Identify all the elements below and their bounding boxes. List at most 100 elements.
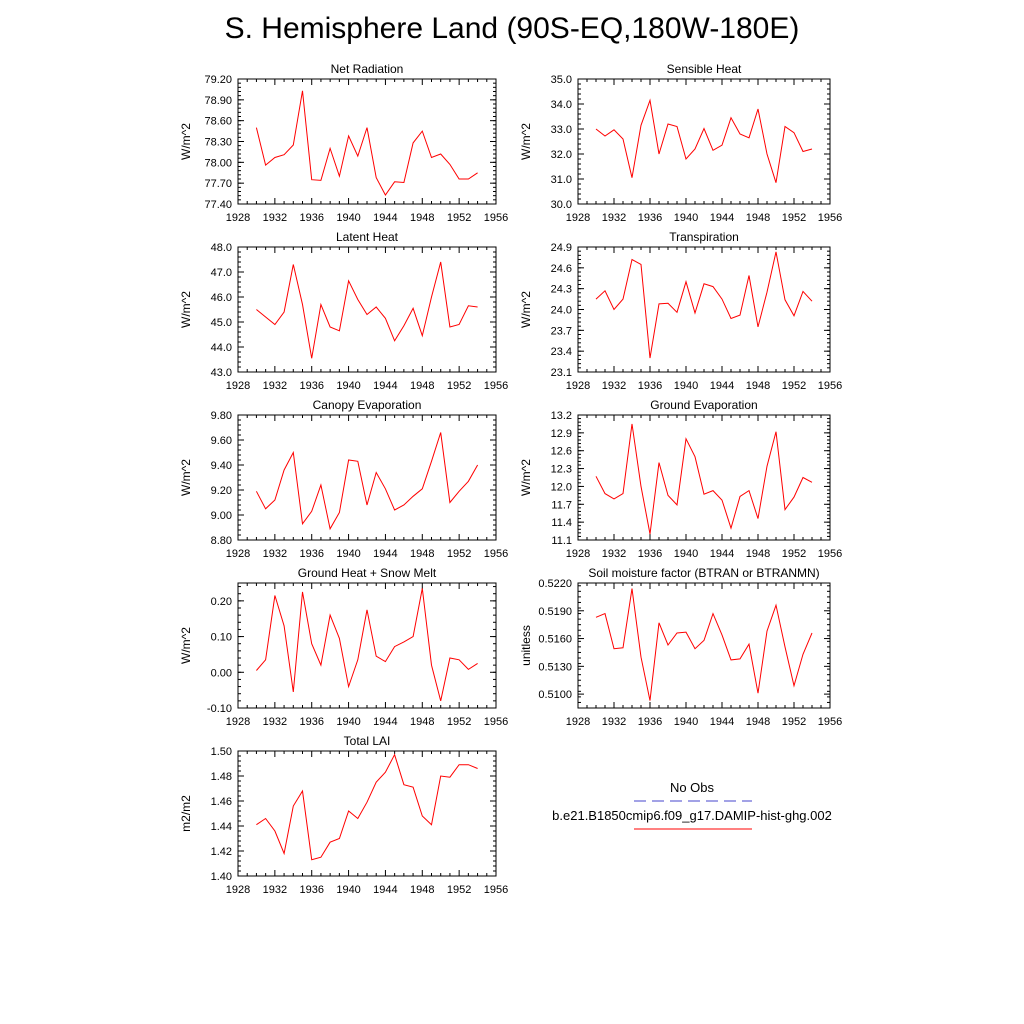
x-tick-label: 1944: [710, 212, 734, 224]
x-tick-label: 1952: [447, 548, 471, 560]
legend-model-label: b.e21.B1850cmip6.f09_g17.DAMIP-hist-ghg.…: [552, 808, 832, 823]
y-tick-label: 9.40: [211, 460, 232, 472]
x-tick-label: 1932: [602, 212, 626, 224]
x-tick-label: 1944: [373, 548, 397, 560]
y-tick-label: 0.00: [211, 667, 232, 679]
x-tick-label: 1936: [299, 884, 323, 896]
series-line-1: [595, 251, 813, 359]
x-tick-label: 1940: [336, 548, 360, 560]
series-line-1: [256, 588, 478, 702]
y-tick-label: 9.00: [211, 510, 232, 522]
y-tick-label: 23.4: [551, 346, 572, 358]
plot-frame: [237, 750, 497, 877]
plot-frame: [237, 246, 497, 373]
y-tick-label: 12.9: [551, 428, 572, 440]
y-tick-label: 33.0: [551, 124, 572, 136]
x-tick-label: 1952: [782, 716, 806, 728]
y-tick-label: 24.6: [551, 263, 572, 275]
y-tick-label: 8.80: [211, 535, 232, 547]
x-tick-label: 1952: [782, 380, 806, 392]
chart-panel-3: Latent Heat W/m^2 1928 1932 1936 1940 1944 1948…: [179, 230, 508, 392]
y-tick-label: 1.40: [211, 871, 232, 883]
y-tick-label: 0.20: [211, 596, 232, 608]
y-tick-label: 12.6: [551, 446, 572, 458]
plot-frame: [577, 246, 831, 373]
y-axis-label: W/m^2: [519, 291, 533, 328]
y-axis-label: W/m^2: [519, 459, 533, 496]
x-tick-label: 1948: [410, 884, 434, 896]
x-tick-label: 1932: [602, 716, 626, 728]
x-tick-label: 1948: [746, 380, 770, 392]
chart-title: Soil moisture factor (BTRAN or BTRANMN): [588, 566, 819, 580]
y-tick-label: 9.80: [211, 410, 232, 422]
chart-title: Canopy Evaporation: [313, 398, 422, 412]
x-tick-label: 1932: [602, 380, 626, 392]
legend-obs-label: No Obs: [669, 780, 715, 795]
y-tick-label: 1.48: [211, 771, 232, 783]
x-tick-label: 1936: [638, 380, 662, 392]
y-axis-label: W/m^2: [519, 123, 533, 160]
series-line-1: [595, 98, 813, 183]
plot-frame: [237, 78, 497, 205]
chart-title: Ground Evaporation: [650, 398, 757, 412]
series-line-1: [595, 423, 813, 535]
x-tick-label: 1952: [447, 380, 471, 392]
y-tick-label: 11.7: [551, 499, 572, 511]
chart-title: Sensible Heat: [667, 62, 742, 76]
chart-panel-7: Ground Heat + Snow Melt W/m^2 1928 1932 1936…: [179, 566, 508, 728]
plot-frame: [237, 414, 497, 541]
y-tick-label: 48.0: [211, 242, 232, 254]
x-tick-label: 1928: [226, 380, 250, 392]
x-tick-label: 1952: [447, 716, 471, 728]
x-tick-label: 1936: [638, 716, 662, 728]
y-tick-label: 79.20: [204, 74, 232, 86]
y-tick-label: 0.10: [211, 632, 232, 644]
x-tick-label: 1932: [602, 548, 626, 560]
chart-panel-6: Ground Evaporation W/m^2 1928 1932 1936 1940 1…: [519, 398, 842, 560]
x-tick-label: 1936: [299, 380, 323, 392]
y-tick-label: 0.5190: [538, 606, 572, 618]
x-tick-label: 1940: [336, 212, 360, 224]
plot-frame: [577, 582, 831, 709]
series-line-1: [255, 432, 479, 531]
y-axis-label: W/m^2: [179, 123, 193, 160]
y-axis-label: W/m^2: [179, 291, 193, 328]
y-tick-label: 45.0: [211, 317, 232, 329]
y-tick-label: 23.7: [551, 325, 572, 337]
x-tick-label: 1940: [674, 212, 698, 224]
x-tick-label: 1932: [263, 548, 287, 560]
chart-panel-8: Soil moisture factor (BTRAN or BTRANMN) u…: [519, 566, 842, 728]
x-tick-label: 1928: [226, 548, 250, 560]
series-line-1: [255, 90, 478, 196]
y-axis-label: W/m^2: [179, 627, 193, 664]
x-tick-label: 1956: [484, 212, 508, 224]
series-line-1: [595, 588, 813, 701]
x-tick-label: 1944: [710, 716, 734, 728]
y-tick-label: 34.0: [551, 99, 572, 111]
y-tick-label: 1.50: [211, 746, 232, 758]
y-tick-label: 78.90: [204, 95, 232, 107]
y-tick-label: 11.1: [551, 535, 572, 547]
y-tick-label: 0.5220: [538, 578, 572, 590]
x-tick-label: 1932: [263, 716, 287, 728]
x-tick-label: 1928: [566, 548, 590, 560]
x-tick-label: 1936: [638, 212, 662, 224]
x-tick-label: 1956: [818, 548, 842, 560]
y-tick-label: 11.4: [551, 517, 572, 529]
chart-title: Net Radiation: [331, 62, 404, 76]
y-tick-label: 78.00: [204, 157, 232, 169]
y-tick-label: 13.2: [551, 410, 572, 422]
x-tick-label: 1948: [746, 212, 770, 224]
x-tick-label: 1932: [263, 884, 287, 896]
x-tick-label: 1936: [299, 716, 323, 728]
x-tick-label: 1948: [410, 212, 434, 224]
y-tick-label: 23.1: [551, 367, 572, 379]
x-tick-label: 1944: [710, 380, 734, 392]
y-tick-label: 24.0: [551, 305, 572, 317]
x-tick-label: 1940: [336, 380, 360, 392]
x-tick-label: 1948: [410, 548, 434, 560]
x-tick-label: 1944: [710, 548, 734, 560]
y-tick-label: 9.60: [211, 435, 232, 447]
y-tick-label: 1.42: [211, 846, 232, 858]
x-tick-label: 1944: [373, 884, 397, 896]
